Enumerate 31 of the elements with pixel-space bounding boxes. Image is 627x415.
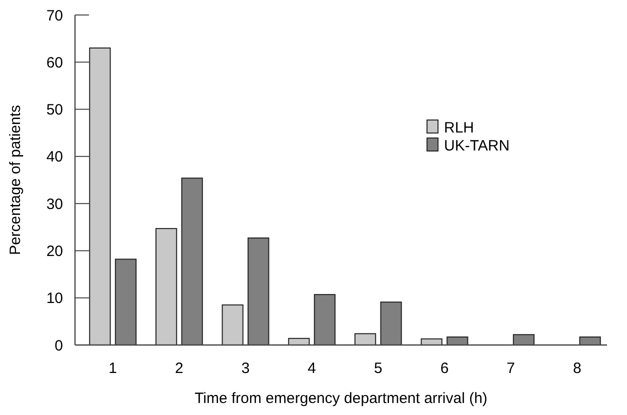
y-tick-label: 20 bbox=[46, 242, 63, 260]
bar bbox=[181, 178, 203, 346]
bar bbox=[155, 228, 178, 346]
x-tick-label: 4 bbox=[308, 360, 316, 377]
x-tick-label: 8 bbox=[572, 360, 582, 377]
x-tick-label: 7 bbox=[506, 360, 515, 377]
bar bbox=[512, 334, 535, 346]
x-tick-label: 1 bbox=[108, 360, 118, 377]
x-axis-title: Time from emergency department arrival (h) bbox=[194, 390, 488, 407]
legend-label: UK-TARN bbox=[444, 137, 510, 154]
legend-label: RLH bbox=[444, 119, 474, 136]
y-tick-label: 40 bbox=[46, 148, 63, 166]
x-tick-label: 5 bbox=[374, 360, 382, 377]
y-tick-label: 70 bbox=[46, 7, 63, 24]
x-tick-label: 3 bbox=[241, 360, 250, 377]
bar bbox=[222, 304, 244, 346]
y-axis-title: Percentage of patients bbox=[7, 104, 24, 256]
bar bbox=[248, 237, 270, 346]
bar bbox=[380, 302, 402, 346]
bar bbox=[114, 258, 137, 346]
x-tick-label: 2 bbox=[175, 360, 184, 377]
bar bbox=[314, 294, 336, 346]
bar bbox=[89, 48, 111, 346]
bar bbox=[354, 333, 376, 346]
y-tick-label: 50 bbox=[46, 102, 63, 119]
y-tick-label: 0 bbox=[54, 337, 63, 354]
y-tick-label: 30 bbox=[46, 196, 63, 213]
y-tick-label: 10 bbox=[46, 290, 63, 308]
bar bbox=[579, 336, 601, 346]
y-tick-label: 60 bbox=[46, 54, 63, 72]
x-tick-label: 6 bbox=[440, 360, 449, 377]
